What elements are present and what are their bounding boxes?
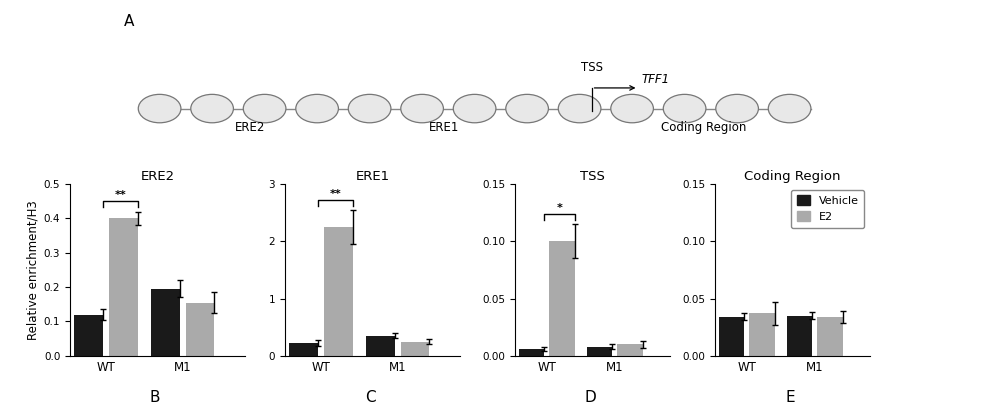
- Text: TFF1: TFF1: [642, 73, 670, 86]
- Y-axis label: Relative enrichment/H3: Relative enrichment/H3: [27, 200, 40, 340]
- Text: C: C: [365, 390, 375, 405]
- Text: **: **: [329, 189, 341, 199]
- Ellipse shape: [296, 94, 338, 123]
- Bar: [587, 347, 612, 356]
- Ellipse shape: [558, 94, 601, 123]
- Bar: [519, 349, 544, 356]
- Text: B: B: [150, 390, 160, 405]
- Text: ERE2: ERE2: [234, 121, 265, 134]
- Bar: [186, 303, 214, 356]
- Bar: [109, 218, 138, 356]
- Bar: [787, 316, 812, 356]
- Ellipse shape: [138, 94, 181, 123]
- Ellipse shape: [453, 94, 496, 123]
- Ellipse shape: [768, 94, 811, 123]
- Bar: [549, 241, 575, 356]
- Bar: [74, 315, 103, 356]
- Text: A: A: [124, 14, 134, 29]
- Bar: [749, 313, 775, 356]
- Text: *: *: [556, 203, 562, 213]
- Ellipse shape: [716, 94, 758, 123]
- Text: Coding Region: Coding Region: [661, 121, 746, 134]
- Ellipse shape: [506, 94, 548, 123]
- Ellipse shape: [663, 94, 706, 123]
- Text: TSS: TSS: [581, 61, 603, 74]
- Bar: [401, 342, 429, 356]
- Title: TSS: TSS: [580, 170, 605, 183]
- Title: ERE1: ERE1: [355, 170, 390, 183]
- Title: ERE2: ERE2: [140, 170, 175, 183]
- Ellipse shape: [611, 94, 653, 123]
- Ellipse shape: [348, 94, 391, 123]
- Title: Coding Region: Coding Region: [744, 170, 841, 183]
- Ellipse shape: [191, 94, 233, 123]
- Text: E: E: [785, 390, 795, 405]
- Bar: [324, 227, 353, 356]
- Text: ERE1: ERE1: [429, 121, 459, 134]
- Bar: [719, 317, 744, 356]
- Ellipse shape: [401, 94, 443, 123]
- Bar: [289, 343, 318, 356]
- Text: **: **: [114, 190, 126, 200]
- Bar: [617, 344, 643, 356]
- Bar: [817, 317, 843, 356]
- Bar: [366, 336, 395, 356]
- Legend: Vehicle, E2: Vehicle, E2: [791, 190, 864, 228]
- Ellipse shape: [243, 94, 286, 123]
- Bar: [151, 289, 180, 356]
- Text: D: D: [584, 390, 596, 405]
